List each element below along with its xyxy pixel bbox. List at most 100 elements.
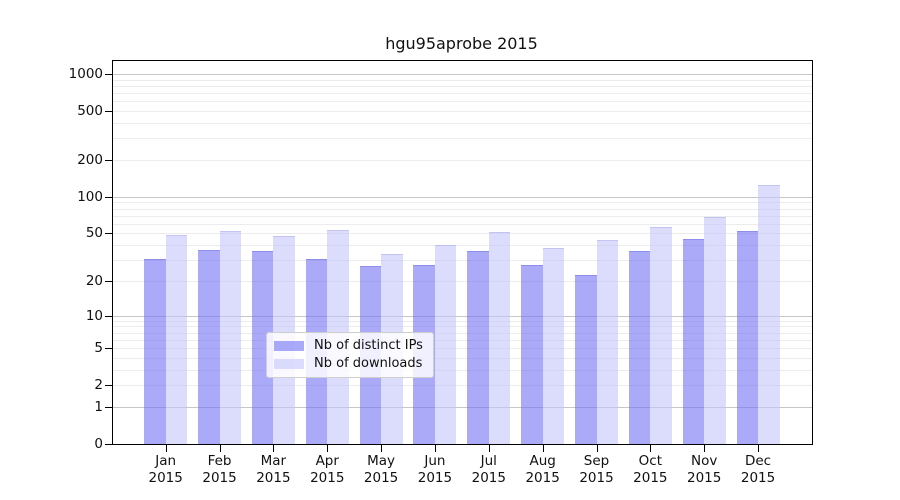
- y-axis-tick-label: 100: [77, 188, 103, 205]
- y-axis-tick-label: 10: [85, 307, 103, 324]
- x-axis-tick-label-jul: Jul 2015: [471, 453, 506, 486]
- gridline-major: [113, 315, 812, 317]
- y-axis-tick-label: 200: [77, 151, 103, 168]
- legend-swatch-ips: [274, 341, 304, 351]
- y-axis-tick-label: 0: [94, 436, 103, 452]
- gridline-minor: [113, 215, 812, 217]
- gridline-minor: [113, 101, 812, 103]
- bar-ips-oct: [628, 251, 651, 444]
- y-axis-tick: [105, 385, 113, 387]
- bar-downloads-nov: [704, 217, 726, 444]
- x-axis-tick-mar: [273, 444, 275, 452]
- legend: Nb of distinct IPs Nb of downloads: [266, 332, 434, 378]
- gridline-minor: [113, 208, 812, 210]
- legend-item-ips: Nb of distinct IPs: [274, 338, 423, 354]
- gridline-minor: [113, 339, 812, 341]
- x-axis-tick-may: [381, 444, 383, 452]
- gridline-minor: [113, 202, 812, 204]
- bar-downloads-feb: [219, 231, 242, 444]
- bar-downloads-dec: [758, 185, 780, 444]
- bar-downloads-jun: [434, 245, 457, 444]
- bar-downloads-sep: [596, 240, 618, 444]
- y-axis-tick: [105, 233, 113, 235]
- y-axis-tick: [105, 196, 113, 198]
- y-axis-tick: [105, 73, 113, 75]
- gridline-major: [113, 196, 812, 198]
- gridline-minor: [113, 233, 812, 235]
- x-axis-tick-label-mar: Mar 2015: [256, 453, 291, 486]
- chart-title: hgu95aprobe 2015: [385, 34, 538, 53]
- bar-downloads-aug: [542, 248, 565, 444]
- gridline-minor: [113, 159, 812, 161]
- x-axis-tick-jul: [488, 444, 490, 452]
- x-axis-tick-oct: [650, 444, 652, 452]
- legend-label-downloads: Nb of downloads: [314, 356, 423, 371]
- x-axis-tick-aug: [542, 444, 544, 452]
- legend-label-ips: Nb of distinct IPs: [314, 338, 423, 353]
- x-axis-tick-sep: [596, 444, 598, 452]
- x-axis-tick-label-may: May 2015: [363, 453, 399, 486]
- y-axis-tick-label: 1: [94, 398, 103, 415]
- gridline-major: [113, 73, 812, 75]
- gridline-minor: [113, 385, 812, 387]
- gridline-minor: [113, 85, 812, 87]
- x-axis-tick-label-aug: Aug 2015: [525, 453, 560, 486]
- bar-ips-feb: [198, 249, 220, 444]
- x-axis-tick-label-dec: Dec 2015: [740, 453, 776, 486]
- bar-ips-jan: [144, 259, 166, 444]
- y-axis-tick: [105, 111, 113, 113]
- gridline-minor: [113, 111, 812, 113]
- x-axis-tick-feb: [219, 444, 221, 452]
- x-axis-tick-apr: [327, 444, 329, 452]
- x-axis-tick-nov: [704, 444, 706, 452]
- bar-ips-mar: [251, 251, 274, 444]
- gridline-minor: [113, 369, 812, 371]
- x-axis-tick-jun: [434, 444, 436, 452]
- gridline-minor: [113, 79, 812, 81]
- y-axis-tick: [105, 315, 113, 317]
- y-axis-tick: [105, 280, 113, 282]
- y-axis-tick: [105, 406, 113, 408]
- y-axis-tick-label: 2: [94, 377, 103, 394]
- x-axis-tick-label-jan: Jan 2015: [148, 453, 183, 486]
- x-axis-tick-label-oct: Oct 2015: [633, 453, 668, 486]
- y-axis-tick-label: 1000: [68, 65, 103, 82]
- gridline-minor: [113, 122, 812, 124]
- x-axis-tick-label-jun: Jun 2015: [417, 453, 453, 486]
- legend-swatch-downloads: [274, 359, 304, 369]
- gridline-minor: [113, 138, 812, 140]
- x-axis-tick-dec: [758, 444, 760, 452]
- bar-downloads-jul: [488, 232, 511, 444]
- bar-ips-sep: [575, 275, 597, 444]
- gridline-minor: [113, 260, 812, 262]
- y-axis-tick-label: 5: [94, 340, 103, 357]
- y-axis-tick: [105, 159, 113, 161]
- y-axis-tick-label: 20: [85, 272, 103, 289]
- bar-ips-nov: [682, 239, 705, 444]
- x-axis-tick-label-sep: Sep 2015: [579, 453, 614, 486]
- bar-ips-jul: [467, 251, 489, 444]
- gridline-minor: [113, 245, 812, 247]
- x-axis-tick-label-feb: Feb 2015: [202, 453, 237, 486]
- gridline-minor: [113, 223, 812, 225]
- y-axis-tick-label: 50: [85, 225, 103, 242]
- gridline-minor: [113, 93, 812, 95]
- y-axis-tick-label: 500: [77, 103, 103, 120]
- legend-item-downloads: Nb of downloads: [274, 356, 423, 372]
- bar-downloads-oct: [650, 227, 672, 444]
- gridline-minor: [113, 280, 812, 282]
- bar-ips-dec: [736, 231, 759, 444]
- x-axis-tick-jan: [165, 444, 167, 452]
- bar-ips-aug: [521, 264, 543, 444]
- gridline-minor: [113, 348, 812, 350]
- gridline-minor: [113, 332, 812, 334]
- gridline-minor: [113, 357, 812, 359]
- gridline-minor: [113, 326, 812, 328]
- gridline-minor: [113, 320, 812, 322]
- x-axis-tick-label-apr: Apr 2015: [310, 453, 345, 486]
- y-axis-tick: [105, 348, 113, 350]
- y-axis-tick: [105, 444, 113, 445]
- x-axis-tick-label-nov: Nov 2015: [687, 453, 722, 486]
- bar-downloads-jan: [165, 234, 188, 444]
